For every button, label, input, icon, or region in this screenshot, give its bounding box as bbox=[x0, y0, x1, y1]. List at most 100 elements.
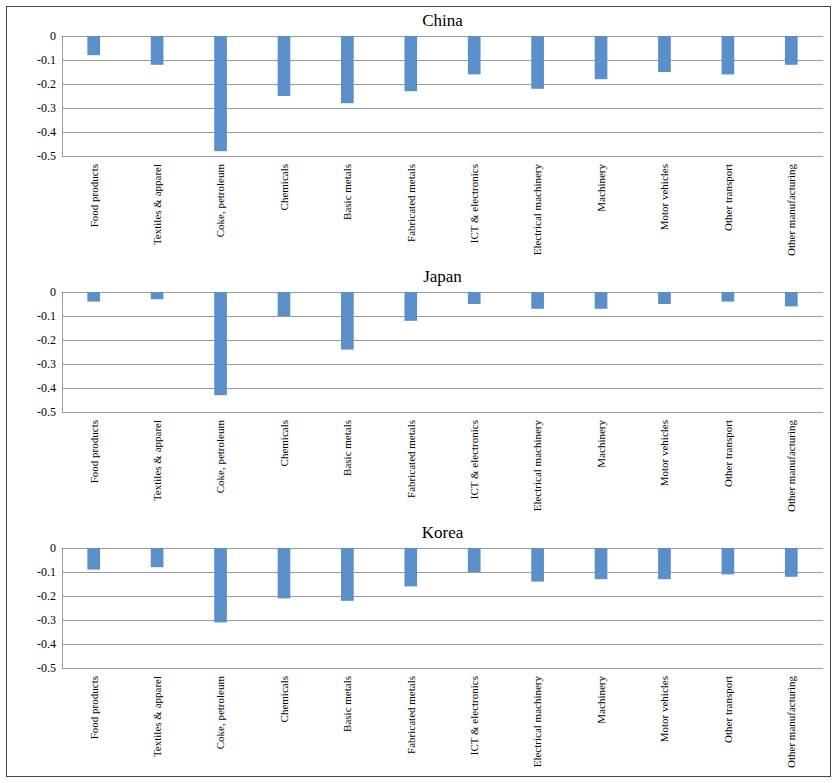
y-tick: -0.3 bbox=[37, 101, 62, 115]
y-tick: -0.4 bbox=[37, 381, 62, 395]
bar bbox=[151, 548, 164, 567]
x-tick-label: Other transport bbox=[722, 420, 734, 487]
x-tick: Electrical machinery bbox=[531, 668, 543, 767]
bar bbox=[87, 36, 100, 55]
x-tick: Other manufacturing bbox=[785, 412, 797, 512]
bar bbox=[468, 548, 481, 572]
y-tick: -0.4 bbox=[37, 637, 62, 651]
x-tick: Fabricated metals bbox=[405, 412, 417, 498]
bar bbox=[468, 292, 481, 304]
x-tick-label: Other manufacturing bbox=[785, 420, 797, 512]
panel: Japan-0.5-0.4-0.3-0.2-0.10Food productsT… bbox=[37, 267, 824, 512]
x-tick: Textiles & apparel bbox=[151, 668, 163, 757]
x-tick-label: Machinery bbox=[595, 420, 607, 468]
y-tick-label: -0.2 bbox=[37, 589, 56, 603]
grid-line bbox=[62, 60, 823, 61]
y-tick: -0.2 bbox=[37, 589, 62, 603]
x-tick-label: Coke, petroleum bbox=[214, 420, 226, 494]
y-tick-label: -0.3 bbox=[37, 613, 56, 627]
panel: China-0.5-0.4-0.3-0.2-0.10Food productsT… bbox=[37, 11, 824, 256]
x-tick-label: Machinery bbox=[595, 164, 607, 212]
bar bbox=[531, 292, 544, 309]
grid-line bbox=[62, 572, 823, 573]
x-tick: ICT & electronics bbox=[468, 668, 480, 755]
y-tick-label: -0.5 bbox=[37, 405, 56, 419]
x-tick: Basic metals bbox=[341, 412, 353, 476]
grid-line bbox=[62, 388, 823, 389]
y-tick-label: -0.4 bbox=[37, 125, 56, 139]
x-tick-label: Basic metals bbox=[341, 164, 353, 220]
bar bbox=[278, 36, 291, 96]
bar bbox=[341, 36, 354, 103]
x-tick-label: Chemicals bbox=[278, 420, 290, 466]
x-axis: Food productsTextiles & apparelCoke, pet… bbox=[63, 156, 824, 256]
y-tick: 0 bbox=[50, 541, 62, 555]
bar bbox=[658, 292, 671, 304]
y-tick: -0.2 bbox=[37, 333, 62, 347]
bar bbox=[658, 36, 671, 72]
grid bbox=[62, 548, 823, 668]
x-axis: Food products Textiles & apparel Coke, pet… bbox=[63, 412, 824, 512]
x-tick: Chemicals bbox=[278, 156, 290, 210]
bar bbox=[658, 548, 671, 579]
panel: Korea-0.5-0.4-0.3-0.2-0.10Food productsT… bbox=[37, 523, 824, 768]
x-tick-label: Chemicals bbox=[278, 676, 290, 722]
x-tick-label: Basic metals bbox=[341, 676, 353, 732]
x-tick-label: Coke, petroleum bbox=[214, 164, 226, 238]
x-tick-label: ICT & electronics bbox=[468, 164, 480, 243]
grid-line bbox=[62, 644, 823, 645]
grid-line bbox=[62, 668, 823, 669]
title: Korea bbox=[422, 523, 464, 542]
bar bbox=[785, 292, 798, 306]
bar bbox=[151, 292, 164, 299]
x-tick-label: Food products bbox=[88, 676, 100, 739]
bar bbox=[151, 36, 164, 65]
x-axis-line bbox=[63, 156, 824, 157]
x-tick: Other manufacturing bbox=[785, 156, 797, 256]
x-tick-label: Chemicals bbox=[278, 164, 290, 210]
y-tick: -0.1 bbox=[37, 309, 62, 323]
y-tick: 0 bbox=[50, 29, 62, 43]
bar bbox=[595, 36, 608, 79]
x-tick: Other transport bbox=[722, 668, 734, 743]
x-tick-label: Other transport bbox=[722, 676, 734, 743]
grid-line bbox=[62, 340, 823, 341]
x-tick-label: Textiles & apparel bbox=[151, 420, 163, 501]
x-tick: Food products bbox=[88, 668, 100, 739]
y-tick: -0.3 bbox=[37, 357, 62, 371]
grid-line bbox=[62, 364, 823, 365]
x-tick-label: Textiles & apparel bbox=[151, 164, 163, 245]
grid-line bbox=[62, 548, 823, 549]
bars bbox=[87, 548, 797, 622]
bar bbox=[214, 292, 227, 395]
x-tick-label: Motor vehicles bbox=[658, 676, 670, 742]
x-tick-label: Machinery bbox=[595, 676, 607, 724]
y-tick: -0.2 bbox=[37, 77, 62, 91]
y-tick-label: 0 bbox=[50, 285, 56, 299]
x-tick: Other transport bbox=[722, 156, 734, 231]
bar bbox=[214, 36, 227, 151]
bar bbox=[404, 292, 417, 321]
x-tick: Coke, petroleum bbox=[214, 156, 226, 237]
x-tick-label: Food products bbox=[88, 420, 100, 483]
x-tick: Chemicals bbox=[278, 412, 290, 466]
y-axis: -0.5 -0.4 -0.3 -0.2 -0.1 0 bbox=[37, 285, 63, 419]
x-tick: Coke, petroleum bbox=[214, 668, 226, 749]
bar bbox=[785, 548, 798, 577]
x-tick: Electrical machinery bbox=[531, 412, 543, 511]
x-tick: Textiles & apparel bbox=[151, 412, 163, 501]
x-tick: Basic metals bbox=[341, 156, 353, 220]
x-tick-label: Fabricated metals bbox=[405, 420, 417, 498]
bar bbox=[214, 548, 227, 622]
grid-line bbox=[62, 412, 823, 413]
grid-line bbox=[62, 108, 823, 109]
bar bbox=[722, 36, 735, 74]
x-tick: ICT & electronics bbox=[468, 156, 480, 243]
x-tick: Machinery bbox=[595, 412, 607, 468]
bars bbox=[87, 292, 797, 395]
bar bbox=[468, 36, 481, 74]
y-tick-label: -0.2 bbox=[37, 77, 56, 91]
grid-line bbox=[62, 36, 823, 37]
y-tick-label: 0 bbox=[50, 541, 56, 555]
y-tick-label: -0.1 bbox=[37, 309, 56, 323]
